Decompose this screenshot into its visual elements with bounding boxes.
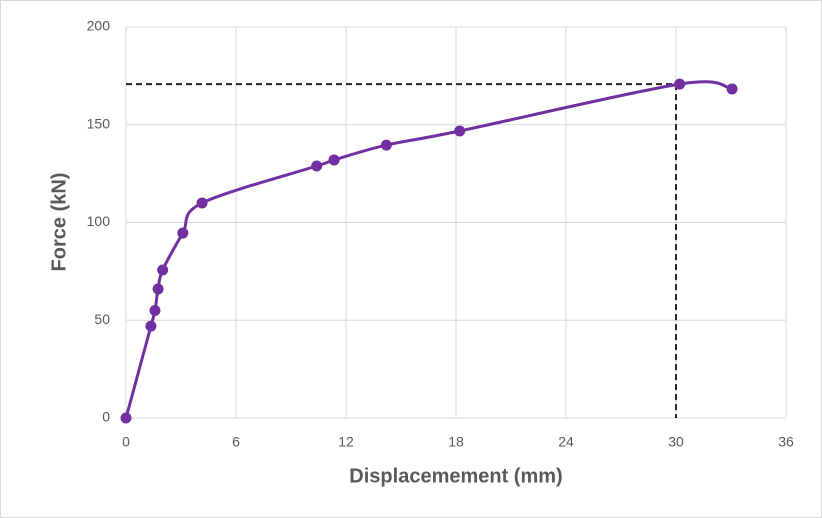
y-tick-label: 50	[94, 311, 110, 327]
data-point	[328, 154, 340, 166]
data-point	[177, 227, 189, 239]
data-point	[380, 139, 392, 151]
x-axis-title: Displacemement (mm)	[349, 465, 562, 487]
y-axis-title: Force (kN)	[48, 173, 70, 272]
data-point	[454, 125, 466, 137]
data-point	[120, 412, 132, 424]
data-point	[157, 264, 169, 276]
data-point	[145, 320, 157, 332]
x-tick-label: 36	[778, 434, 794, 450]
data-point	[196, 197, 208, 209]
data-point	[152, 283, 164, 295]
y-tick-label: 200	[87, 18, 111, 34]
x-tick-label: 24	[558, 434, 574, 450]
y-tick-label: 150	[87, 115, 111, 131]
y-tick-label: 0	[102, 409, 110, 425]
data-point	[674, 78, 686, 90]
x-tick-label: 0	[122, 434, 130, 450]
y-tick-label: 100	[87, 213, 111, 229]
data-point	[149, 304, 161, 316]
data-point	[726, 83, 738, 95]
x-tick-label: 18	[448, 434, 464, 450]
x-tick-label: 6	[232, 434, 240, 450]
x-tick-label: 12	[338, 434, 354, 450]
data-point	[311, 160, 323, 172]
x-tick-label: 30	[668, 434, 684, 450]
